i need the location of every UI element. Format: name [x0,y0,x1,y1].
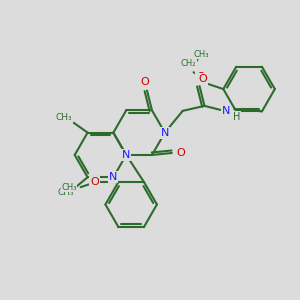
Text: O: O [176,148,185,158]
Text: CH₃: CH₃ [58,188,74,196]
Text: CH₃: CH₃ [194,50,209,59]
Text: CH₂: CH₂ [181,59,197,68]
Text: O: O [198,74,207,84]
Text: O: O [90,177,99,187]
Text: O: O [196,72,205,82]
Text: CH₃: CH₃ [61,183,76,192]
Text: N: N [122,150,130,160]
Text: N: N [222,106,230,116]
Text: O: O [141,76,149,87]
Text: CH₃: CH₃ [56,113,72,122]
Text: N: N [109,172,118,182]
Text: N: N [161,128,169,138]
Text: H: H [233,112,241,122]
